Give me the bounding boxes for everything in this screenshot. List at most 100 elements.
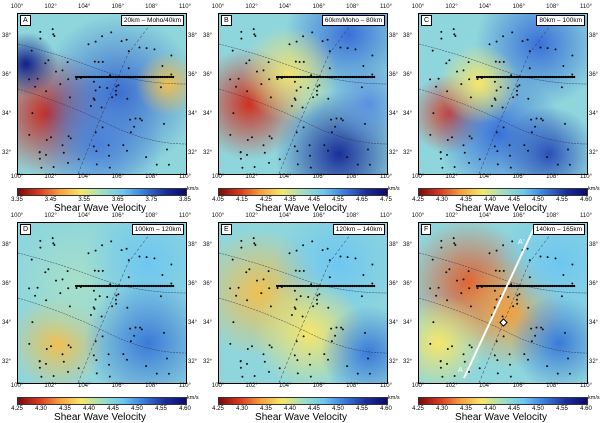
station-marker	[341, 119, 344, 122]
station-marker	[139, 326, 142, 329]
colorbar-unit: km/s	[388, 186, 400, 192]
station-marker	[534, 125, 537, 128]
station-marker	[360, 295, 363, 298]
station-marker	[93, 98, 96, 101]
velocity-map	[419, 223, 587, 383]
lon-label-bottom: 104°	[278, 383, 292, 389]
station-marker	[89, 105, 92, 107]
profile-station	[301, 284, 304, 288]
profile-station	[551, 284, 554, 288]
station-marker	[229, 133, 232, 136]
profile-station	[277, 284, 280, 288]
profile-station	[344, 75, 347, 79]
station-marker	[516, 85, 519, 88]
station-marker	[462, 144, 465, 147]
profile-station	[520, 284, 524, 288]
lon-label-bottom: 110°	[580, 383, 592, 389]
station-marker	[435, 294, 438, 297]
station-marker	[502, 35, 505, 38]
profile-station	[114, 284, 117, 288]
station-marker	[110, 31, 113, 34]
lon-label-top: 110°	[580, 4, 592, 10]
station-marker	[445, 62, 448, 65]
profile-station	[277, 75, 280, 79]
station-marker	[246, 362, 248, 365]
station-marker	[245, 271, 248, 274]
profile-station	[96, 284, 99, 288]
profile-station	[112, 75, 115, 79]
lat-label-right: 32°	[589, 150, 599, 156]
station-marker	[288, 252, 291, 255]
profile-station	[85, 75, 88, 79]
station-marker	[94, 340, 97, 343]
profile-station	[488, 284, 491, 288]
colorbar-tick: 4.55	[332, 197, 344, 203]
station-marker	[310, 283, 313, 286]
profile-station	[492, 75, 495, 79]
profile-station	[100, 75, 103, 79]
station-marker	[498, 270, 501, 272]
profile-station	[569, 75, 572, 79]
profile-station	[504, 75, 507, 79]
station-marker	[431, 258, 434, 261]
station-marker	[39, 30, 42, 33]
panel-label: D	[20, 224, 32, 235]
diamond-marker	[499, 318, 508, 327]
station-marker	[446, 139, 449, 141]
station-marker	[253, 242, 256, 245]
station-marker	[267, 61, 270, 64]
station-marker	[295, 40, 298, 43]
station-marker	[296, 163, 299, 166]
station-marker	[470, 346, 473, 349]
profile-station	[114, 75, 117, 79]
station-marker	[138, 255, 141, 258]
station-marker	[327, 97, 330, 100]
station-marker	[439, 157, 442, 160]
station-marker	[246, 139, 249, 141]
colorbar-tick: 3.65	[111, 197, 124, 203]
station-marker	[93, 307, 96, 310]
profile-station	[301, 75, 304, 79]
profile-station	[493, 284, 497, 288]
colorbar-unit: km/s	[588, 395, 600, 401]
profile-station	[89, 284, 92, 288]
profile-station	[170, 284, 173, 288]
profile-station	[164, 75, 168, 79]
station-marker	[293, 145, 296, 148]
station-marker	[254, 244, 257, 246]
station-marker	[108, 154, 110, 157]
profile-station	[74, 284, 78, 288]
profile-station	[76, 284, 79, 288]
station-marker	[296, 150, 299, 153]
station-marker	[476, 287, 479, 289]
station-marker	[75, 78, 78, 80]
profile-station	[308, 284, 311, 288]
lat-label-left: 34°	[203, 320, 213, 326]
station-marker	[145, 365, 148, 368]
fault-line	[18, 88, 186, 145]
station-marker	[253, 166, 256, 168]
station-marker	[310, 74, 313, 77]
station-marker	[362, 274, 365, 276]
station-marker	[97, 270, 100, 272]
station-marker	[462, 69, 465, 72]
profile-station	[89, 75, 92, 79]
profile-station	[150, 284, 153, 288]
profile-station	[555, 284, 558, 288]
profile-station	[166, 75, 169, 79]
station-marker	[28, 287, 31, 290]
lon-label-top: 106°	[312, 213, 326, 219]
colorbar-tick: 4.25	[212, 406, 224, 412]
lon-label-bottom: 102°	[445, 383, 458, 389]
lon-label-bottom: 102°	[245, 383, 258, 389]
station-marker	[309, 363, 311, 366]
profile-station	[92, 284, 96, 288]
colorbar-tick: 4.25	[412, 197, 424, 203]
station-marker	[115, 302, 118, 305]
profile-station	[103, 284, 106, 288]
lon-label-top: 104°	[278, 4, 292, 10]
station-marker	[129, 131, 132, 134]
lat-label-left: 38°	[203, 33, 213, 39]
station-marker	[45, 348, 48, 350]
lon-label-bottom: 108°	[145, 383, 158, 389]
